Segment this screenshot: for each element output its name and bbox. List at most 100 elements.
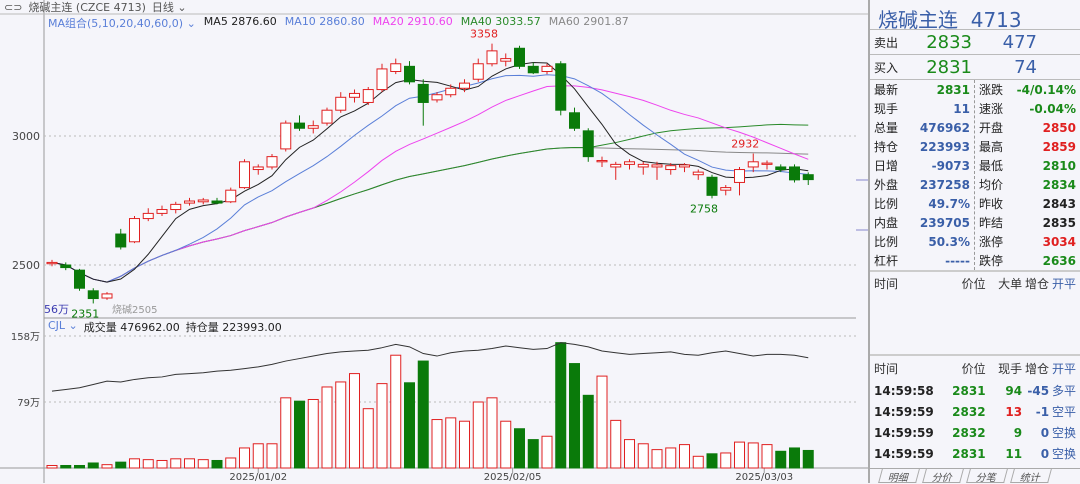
volume-bar: [115, 461, 127, 469]
ma20-line: [51, 85, 809, 283]
candle-body: [225, 189, 237, 203]
volume-bar: [294, 400, 305, 469]
candle-body: [266, 156, 278, 168]
candle-body: [362, 89, 374, 103]
ma-combo-selector[interactable]: MA组合(5,10,20,40,60,0) ⌄: [48, 17, 196, 30]
volume-bar: [624, 439, 635, 469]
volume-bar: [225, 457, 237, 469]
stat-row: 最高 2859: [975, 137, 1080, 156]
candle-body: [404, 65, 415, 83]
candle-body: [74, 269, 85, 289]
contract-label: 烧碱2505: [112, 303, 157, 316]
stat-label: 现手: [874, 102, 899, 116]
volume-bar: [211, 459, 223, 469]
price-annotation-high2: 2932: [731, 138, 759, 151]
tick-header: 时间 价位 现手 增仓 开平: [870, 356, 1080, 380]
stat-row: 最新 2831: [870, 80, 974, 99]
tab-分价[interactable]: 分价: [922, 469, 964, 484]
tick-list[interactable]: 14:59:58 2831 94 -45 多平 14:59:59 2832 13 -1 空平 14:…: [870, 380, 1080, 464]
candle-body: [527, 65, 539, 74]
period-selector[interactable]: 日线 ⌄: [151, 1, 187, 14]
volume-bar: [514, 428, 525, 469]
candle-body: [252, 166, 264, 171]
volume-bar: [651, 449, 663, 469]
volume-bar: [321, 386, 333, 469]
stat-value: 2810: [1042, 158, 1076, 173]
volume-bar: [184, 458, 195, 469]
stat-label: 杠杆: [874, 254, 899, 268]
candle-body: [376, 68, 388, 91]
stat-value: 3034: [1042, 234, 1076, 249]
stat-label: 涨跌: [979, 83, 1004, 97]
tick-cell: 2832: [952, 425, 986, 440]
kline-chart[interactable]: 3000 2500 158万 79万 2025/01/02 2025/02/05 2025/…: [0, 0, 868, 483]
candle-body: [239, 161, 250, 189]
tab-统计[interactable]: 统计: [1010, 469, 1052, 484]
candle-body: [761, 162, 773, 165]
tick-cell: 空换: [1051, 447, 1076, 461]
stat-value: 237258: [919, 177, 970, 192]
price-axis-label: 2500: [12, 259, 40, 272]
candle-body: [142, 212, 154, 220]
candle-body: [734, 169, 745, 183]
candle-body: [184, 200, 195, 204]
candle-body: [60, 264, 72, 269]
stat-row: 跌停 2636: [975, 251, 1080, 270]
volume-axis-label: 79万: [17, 398, 40, 409]
stat-label: 开盘: [979, 121, 1004, 135]
date-label: 2025/01/02: [229, 472, 287, 483]
stat-row: 现手 11: [870, 99, 974, 118]
candle-body: [624, 161, 635, 165]
volume-bar: [335, 381, 347, 469]
volume-bar: [692, 455, 704, 469]
price-annotation-low2: 2758: [690, 202, 718, 215]
volume-bar: [87, 462, 99, 469]
candle-body: [280, 122, 292, 150]
stat-value: 223993: [919, 139, 970, 154]
candle-body: [582, 130, 594, 158]
candle-body: [459, 82, 470, 89]
stat-value: 50.3%: [928, 234, 970, 249]
volume-bar: [500, 420, 512, 469]
volume-bar: [197, 459, 209, 469]
candle-body: [46, 261, 58, 265]
stat-row: 持仓 223993: [870, 137, 974, 156]
candle-body: [665, 165, 677, 171]
candle-body: [692, 171, 704, 176]
candle-body: [390, 63, 402, 72]
candle-body: [321, 109, 333, 124]
candle-body: [335, 96, 347, 111]
volume-indicator-selector[interactable]: CJL ⌄: [48, 319, 78, 332]
volume-bar: [417, 360, 429, 469]
volume-bar: [555, 342, 567, 469]
big-order-col-header: 开平: [1051, 276, 1076, 291]
stat-label: 日增: [874, 159, 899, 173]
big-order-col-header: 价位: [961, 276, 986, 291]
link-icon[interactable]: ⊂⊃: [4, 0, 23, 14]
tab-明细[interactable]: 明细: [878, 469, 920, 484]
big-order-col-header: 时间: [874, 276, 899, 291]
stat-value: 2831: [936, 82, 970, 97]
stat-label: 跌停: [979, 254, 1004, 268]
volume-bar: [610, 419, 622, 469]
volume-bar: [665, 447, 677, 469]
volume-bar: [239, 447, 250, 469]
tick-cell: 空换: [1051, 426, 1076, 440]
candle-body: [307, 125, 319, 129]
volume-bar: [472, 401, 484, 469]
stat-value: 2636: [1042, 253, 1076, 268]
tick-row[interactable]: 14:59:59 2832 9 0 空换: [870, 422, 1080, 443]
tab-分笔[interactable]: 分笔: [966, 469, 1008, 484]
big-order-col-header: 增仓: [1025, 276, 1050, 291]
tick-cell: 14:59:59: [874, 425, 934, 440]
stat-value: 2859: [1042, 139, 1076, 154]
stat-row: 涨跌 -4/0.14%: [975, 80, 1080, 99]
volume-bar: [307, 398, 319, 469]
date-label: 2025/02/05: [484, 472, 542, 483]
tick-row[interactable]: 14:59:59 2831 11 0 空换: [870, 443, 1080, 464]
tick-row[interactable]: 14:59:58 2831 94 -45 多平: [870, 380, 1080, 401]
candle-body: [720, 187, 732, 191]
candle-body: [445, 87, 457, 96]
panel-tabs: 明细 分价 分笔 统计: [870, 468, 1080, 484]
tick-row[interactable]: 14:59:59 2832 13 -1 空平: [870, 401, 1080, 422]
